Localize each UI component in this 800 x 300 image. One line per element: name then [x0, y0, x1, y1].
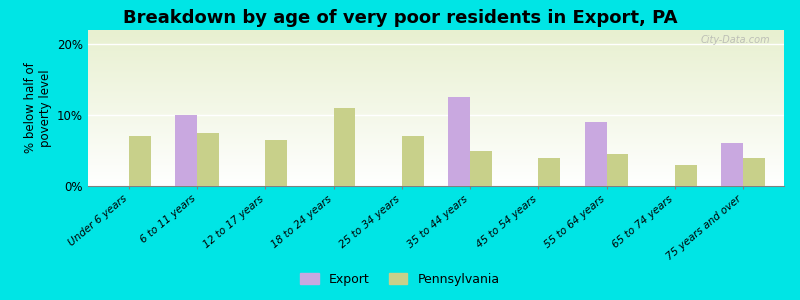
Bar [402, 136, 424, 186]
Bar [448, 98, 470, 186]
Text: Breakdown by age of very poor residents in Export, PA: Breakdown by age of very poor residents … [122, 9, 678, 27]
Bar [585, 122, 606, 186]
Bar [334, 108, 355, 186]
Y-axis label: % below half of
poverty level: % below half of poverty level [23, 63, 51, 153]
Bar [470, 151, 492, 186]
Bar [743, 158, 765, 186]
Legend: Export, Pennsylvania: Export, Pennsylvania [295, 268, 505, 291]
Bar [722, 143, 743, 186]
Bar [538, 158, 560, 186]
Text: City-Data.com: City-Data.com [701, 35, 770, 45]
Bar [197, 133, 219, 186]
Bar [266, 140, 287, 186]
Bar [129, 136, 150, 186]
Bar [606, 154, 629, 186]
Bar [175, 115, 197, 186]
Bar [675, 165, 697, 186]
